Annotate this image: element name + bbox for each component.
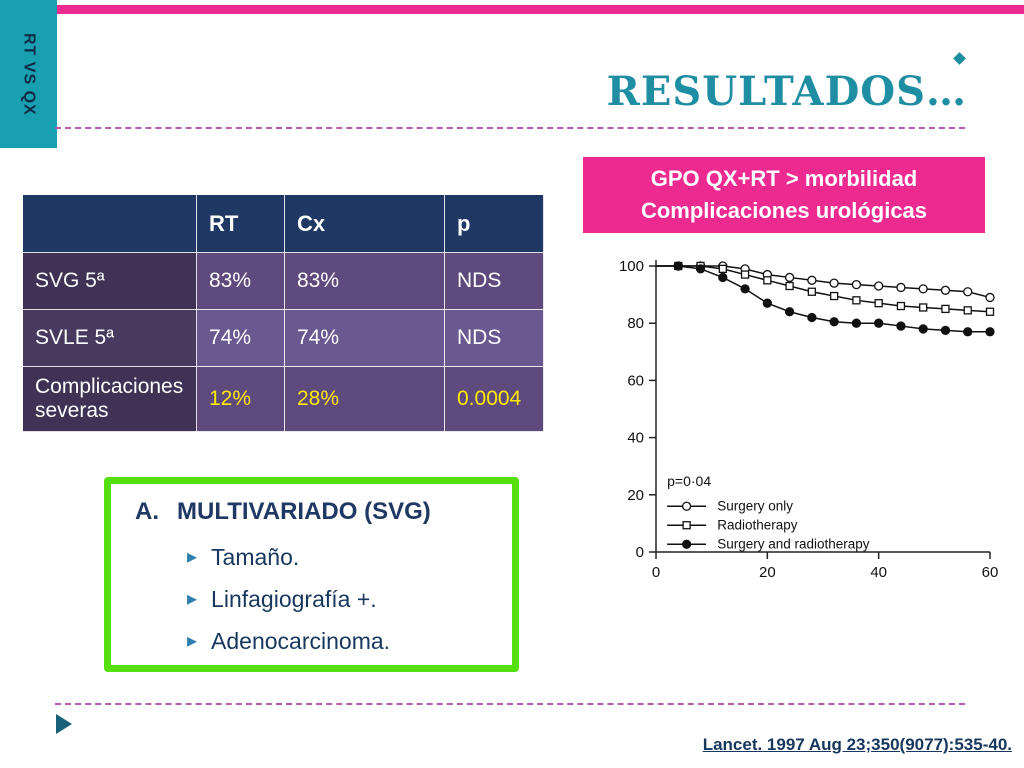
next-arrow-icon (56, 714, 72, 734)
svg-text:Surgery only: Surgery only (717, 499, 793, 514)
list-item: Linfagiografía +. (187, 578, 502, 620)
multivariate-box: A. MULTIVARIADO (SVG) Tamaño. Linfagiogra… (104, 477, 519, 672)
row-label: SVLE 5ª (22, 309, 197, 367)
survival-chart: 0 20 40 60 80 100 0 20 40 60 p=0·04 Surgery only Rad… (619, 258, 999, 581)
svg-text:40: 40 (627, 430, 644, 447)
divider-bottom (55, 703, 965, 705)
heading-prefix: A. (135, 498, 159, 525)
chart-area: 0 20 40 60 80 100 0 20 40 60 p=0·04 Surgery only Rad… (598, 252, 1010, 602)
highlight-line-2: Complicaciones urológicas (640, 197, 928, 223)
header-empty (22, 194, 197, 253)
cell-cx: 74% (284, 309, 445, 367)
list-item: Adenocarcinoma. (187, 620, 502, 662)
cell-cx: 83% (284, 252, 445, 310)
svg-text:0: 0 (636, 544, 644, 561)
bullet-arrow-icon (187, 631, 197, 651)
list-item-label: Tamaño. (211, 544, 300, 570)
svg-text:80: 80 (627, 315, 644, 332)
svg-text:0: 0 (652, 564, 660, 581)
divider-top (55, 127, 965, 129)
list-item: Tamaño. (187, 536, 502, 578)
section-tab: RT VS QX (0, 0, 57, 148)
cell-rt: 83% (196, 252, 285, 310)
list-item-label: Adenocarcinoma. (211, 628, 391, 654)
row-label: Complicaciones severas (22, 366, 197, 432)
bullet-arrow-icon (187, 589, 197, 609)
table-header-row: RT Cx p (22, 194, 544, 253)
svg-text:p=0·04: p=0·04 (667, 473, 711, 489)
cell-rt: 74% (196, 309, 285, 367)
cell-p: NDS (444, 309, 544, 367)
diamond-icon (953, 52, 966, 65)
highlight-line-1: GPO QX+RT > morbilidad (650, 166, 918, 191)
svg-text:100: 100 (619, 258, 644, 275)
svg-text:60: 60 (982, 564, 999, 581)
cell-rt: 12% (196, 366, 285, 432)
bullet-arrow-icon (187, 547, 197, 567)
cell-cx: 28% (284, 366, 445, 432)
svg-text:60: 60 (627, 372, 644, 389)
svg-text:Radiotherapy: Radiotherapy (717, 518, 798, 533)
results-table: RT Cx p SVG 5ª 83% 83% NDS SVLE 5ª 74% 7… (22, 194, 544, 432)
top-accent-bar (0, 5, 1024, 14)
list-item-label: Linfagiografía +. (211, 586, 377, 612)
svg-text:20: 20 (759, 564, 776, 581)
header-rt: RT (196, 194, 285, 253)
table-row: SVLE 5ª 74% 74% NDS (22, 309, 544, 367)
header-cx: Cx (284, 194, 445, 253)
page-title: RESULTADOS… (606, 68, 967, 115)
section-tab-label: RT VS QX (20, 32, 38, 116)
cell-p: NDS (444, 252, 544, 310)
svg-text:40: 40 (870, 564, 887, 581)
multivariate-heading: A. MULTIVARIADO (SVG) (135, 498, 502, 526)
heading-text: MULTIVARIADO (SVG) (177, 498, 431, 525)
header-p: p (444, 194, 544, 253)
svg-text:Surgery and radiotherapy: Surgery and radiotherapy (717, 537, 870, 552)
citation-link[interactable]: Lancet. 1997 Aug 23;350(9077):535-40. (702, 735, 1012, 754)
highlight-callout: GPO QX+RT > morbilidad Complicaciones ur… (583, 157, 985, 233)
row-label: SVG 5ª (22, 252, 197, 310)
cell-p: 0.0004 (444, 366, 544, 432)
svg-text:20: 20 (627, 487, 644, 504)
table-row: Complicaciones severas 12% 28% 0.0004 (22, 366, 544, 432)
table-row: SVG 5ª 83% 83% NDS (22, 252, 544, 310)
